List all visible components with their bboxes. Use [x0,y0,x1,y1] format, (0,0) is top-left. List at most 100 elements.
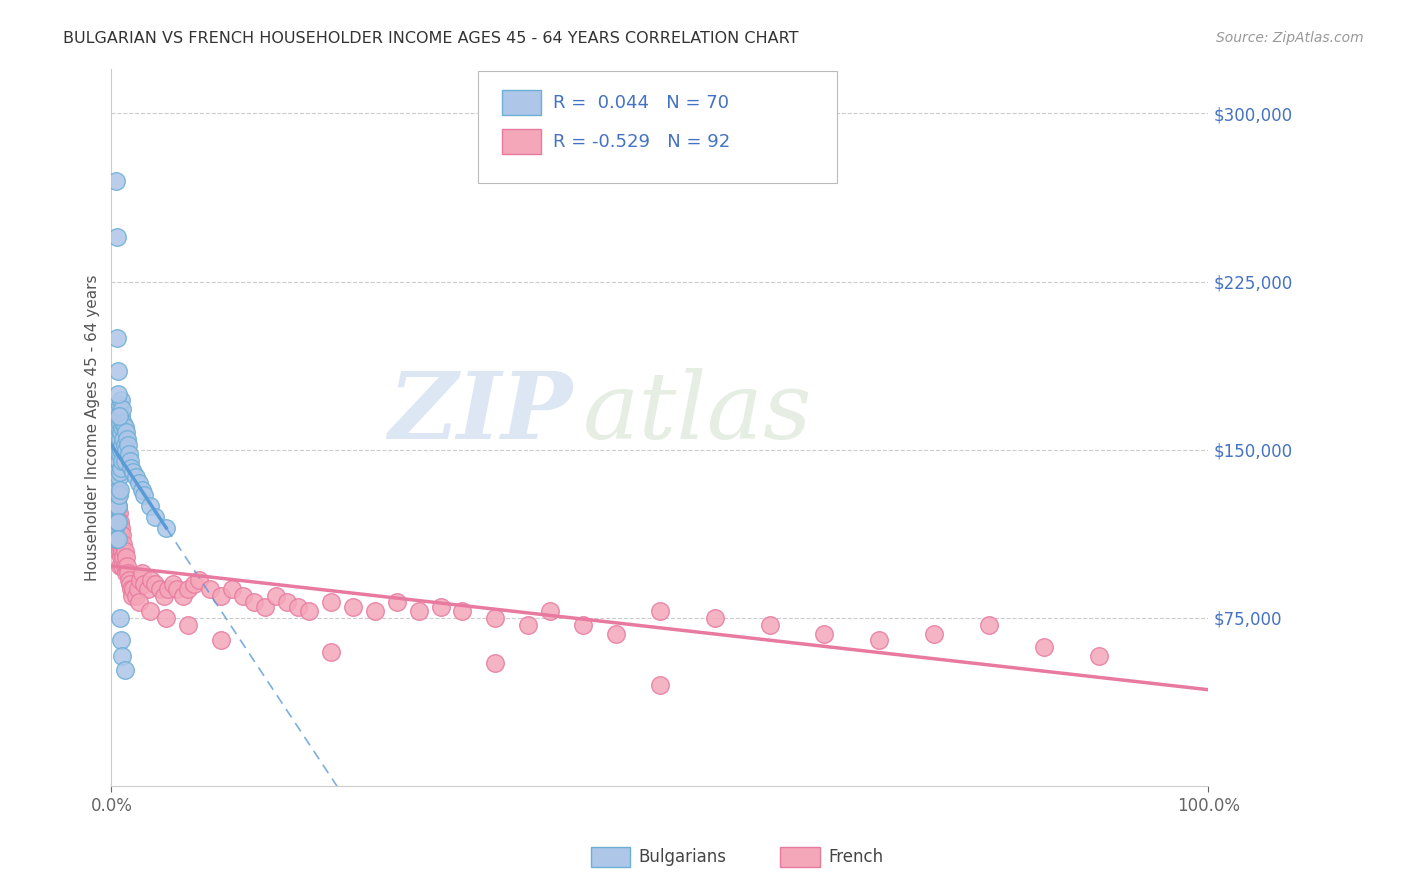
Point [105,515,128,529]
Point [108,398,131,412]
Point [111,528,134,542]
Point [107,528,129,542]
Point [977,617,1000,632]
Point [188,573,211,587]
Point [276,595,298,609]
Point [107,465,129,479]
Point [114,438,136,452]
Point [209,633,232,648]
Point [319,595,342,609]
Point [117,438,139,452]
Point [114,550,136,565]
Point [104,487,127,501]
Point [143,510,166,524]
Point [111,559,134,574]
Point [107,432,129,446]
Point [110,521,132,535]
Point [198,582,221,596]
Point [108,432,131,446]
Point [108,487,131,501]
Point [868,633,890,648]
Point [115,432,138,446]
Point [364,604,387,618]
Point [120,454,142,468]
Point [124,589,146,603]
Point [111,454,134,468]
Point [134,487,156,501]
Point [112,550,135,565]
Point [108,537,131,551]
Point [111,420,134,434]
Point [108,506,131,520]
Point [108,447,131,461]
Point [108,528,131,542]
Point [108,409,131,424]
Point [108,515,131,529]
Point [922,626,945,640]
Point [108,416,131,430]
Point [104,465,127,479]
Point [139,499,162,513]
Point [253,599,276,614]
Point [111,649,134,664]
Point [104,515,127,529]
Point [648,604,671,618]
Point [451,604,474,618]
Point [128,476,150,491]
Point [703,611,725,625]
Point [108,543,131,558]
Point [136,582,159,596]
Point [108,469,131,483]
Point [120,577,142,591]
Point [112,416,135,430]
Point [105,447,128,461]
Point [105,521,128,535]
Point [538,604,561,618]
Point [127,582,149,596]
Point [114,543,136,558]
Point [105,331,128,345]
Point [107,447,129,461]
Point [111,438,134,452]
Point [298,604,321,618]
Point [110,425,132,439]
Point [139,573,162,587]
Point [429,599,451,614]
Point [177,617,200,632]
Point [105,229,128,244]
Point [209,589,232,603]
Point [131,483,153,497]
Point [120,460,142,475]
Point [153,589,176,603]
Point [111,543,134,558]
Point [110,537,132,551]
Point [108,483,131,497]
Text: Source: ZipAtlas.com: Source: ZipAtlas.com [1216,31,1364,45]
Text: ZIP: ZIP [388,368,572,458]
Point [112,432,135,446]
Point [108,521,131,535]
Point [121,589,143,603]
Point [128,595,150,609]
Point [166,582,188,596]
Point [134,577,156,591]
Point [107,386,129,401]
Point [112,537,135,551]
Point [517,617,540,632]
Point [107,499,129,513]
Point [108,420,131,434]
Point [118,447,141,461]
Point [107,483,129,497]
Point [122,465,145,479]
Point [118,573,141,587]
Point [1032,640,1054,654]
Point [143,577,166,591]
Point [110,633,132,648]
Point [104,521,127,535]
Point [149,582,172,596]
Point [114,454,136,468]
Point [177,582,200,596]
Point [172,589,194,603]
Point [319,644,342,658]
Point [108,611,131,625]
